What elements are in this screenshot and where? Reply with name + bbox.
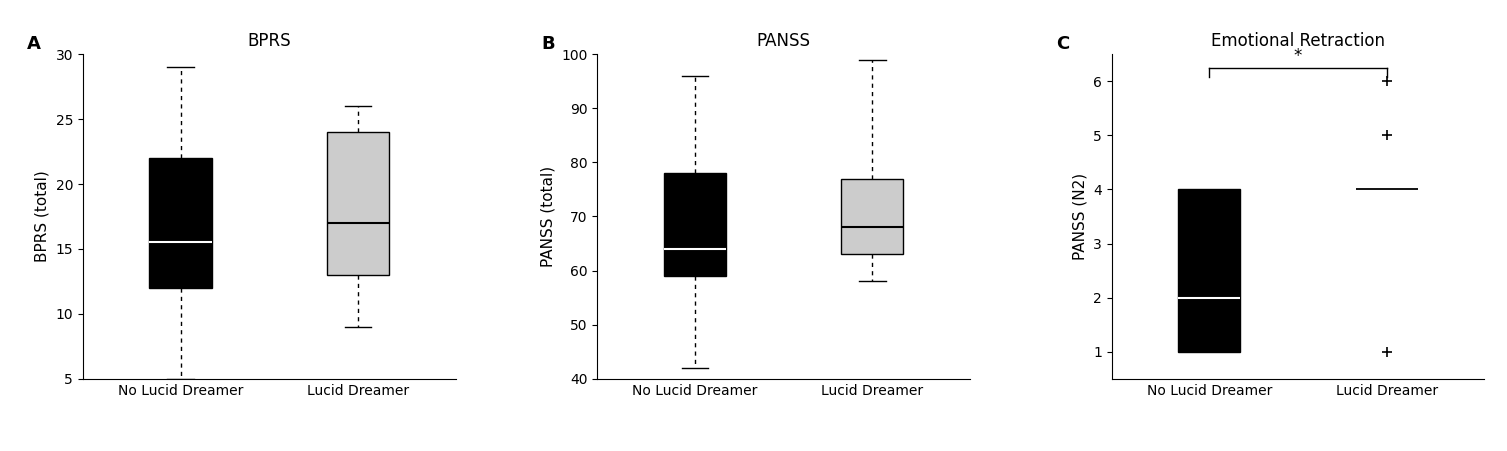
Y-axis label: BPRS (total): BPRS (total) [35, 170, 50, 262]
Title: BPRS: BPRS [247, 32, 291, 50]
Text: B: B [541, 35, 555, 53]
Bar [663, 173, 726, 276]
Text: A: A [27, 35, 41, 53]
Bar [327, 132, 389, 275]
Text: *: * [1295, 47, 1302, 65]
Bar [149, 158, 211, 288]
Title: Emotional Retraction: Emotional Retraction [1212, 32, 1385, 50]
Y-axis label: PANSS (N2): PANSS (N2) [1073, 173, 1088, 260]
Bar [841, 179, 904, 254]
Bar [1178, 189, 1240, 352]
Text: C: C [1056, 35, 1068, 53]
Title: PANSS: PANSS [757, 32, 811, 50]
Y-axis label: PANSS (total): PANSS (total) [541, 166, 556, 267]
